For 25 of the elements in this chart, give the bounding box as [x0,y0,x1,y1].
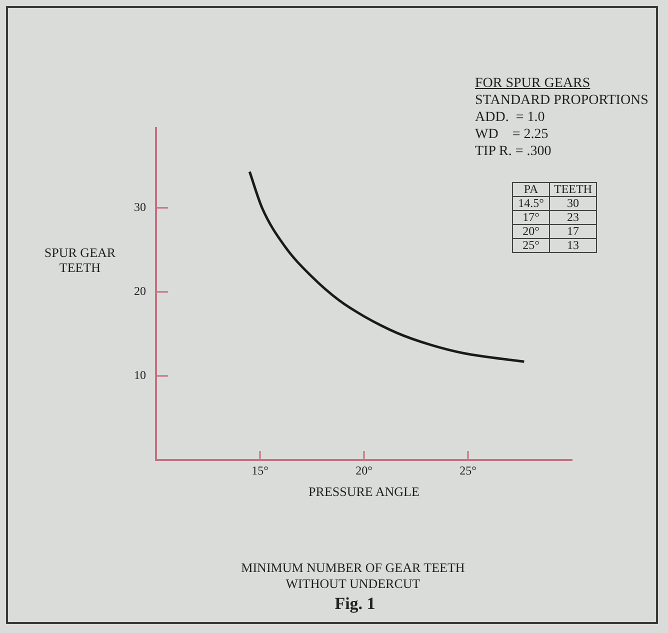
caption: Fig. 1 [334,594,376,614]
y-tick-label: 20 [134,284,146,298]
y-tick-label: 30 [134,200,146,214]
x-tick-label: 25° [460,463,477,478]
text: STANDARD PROPORTIONS [475,92,648,109]
x-axis-title: PRESSURE ANGLE [308,484,420,500]
annotation: 17° [512,210,550,224]
annotation: 20° [512,224,550,238]
text: ADD. = 1.0 [475,109,546,126]
annotation: TEETH [550,182,596,196]
y-tick-label: 10 [134,368,146,382]
annotation: WD = 2.25 [475,126,550,143]
annotation: 17 [550,224,596,238]
annotation: 13 [550,238,596,252]
text: MINIMUM NUMBER OF GEAR TEETH WITHOUT UNDERCUT [240,560,466,592]
x-tick-label: 15° [252,463,269,478]
y-axis-title: SPUR GEAR TEETH [43,245,117,275]
annotation: 23 [550,210,596,224]
annotation: 25° [512,238,550,252]
annotation: 14.5° [512,196,550,210]
annotation: TIP R. = .300 [475,143,552,160]
annotation: PA [512,182,550,196]
text: FOR SPUR GEARS [475,75,592,92]
x-tick-label: 20° [356,463,373,478]
annotation: 30 [550,196,596,210]
